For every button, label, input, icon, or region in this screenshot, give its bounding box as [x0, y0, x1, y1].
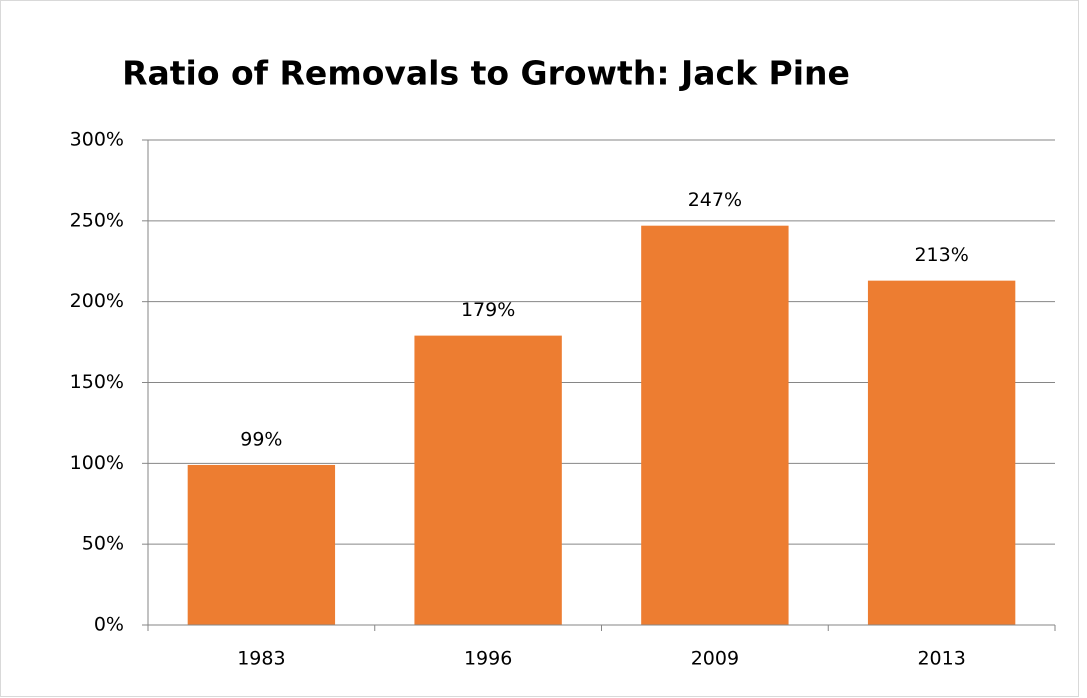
bar: [187, 464, 336, 625]
y-tick-label: 150%: [70, 371, 124, 393]
y-tick-label: 100%: [70, 452, 124, 474]
data-label: 179%: [461, 299, 515, 321]
y-tick-label: 300%: [70, 129, 124, 151]
x-tick-label: 1996: [464, 648, 512, 670]
y-tick-label: 50%: [82, 533, 124, 555]
bar: [867, 280, 1016, 625]
x-tick-label: 1983: [237, 648, 285, 670]
y-tick-label: 0%: [94, 614, 124, 636]
bar: [414, 335, 562, 625]
bar: [641, 225, 789, 625]
data-label: 213%: [914, 244, 968, 266]
x-tick-label: 2013: [917, 648, 965, 670]
data-label: 247%: [688, 189, 742, 211]
y-tick-label: 200%: [70, 290, 124, 312]
y-tick-label: 250%: [70, 209, 124, 231]
chart-title: Ratio of Removals to Growth: Jack Pine: [122, 54, 850, 93]
x-tick-label: 2009: [691, 648, 739, 670]
data-label: 99%: [240, 428, 282, 450]
